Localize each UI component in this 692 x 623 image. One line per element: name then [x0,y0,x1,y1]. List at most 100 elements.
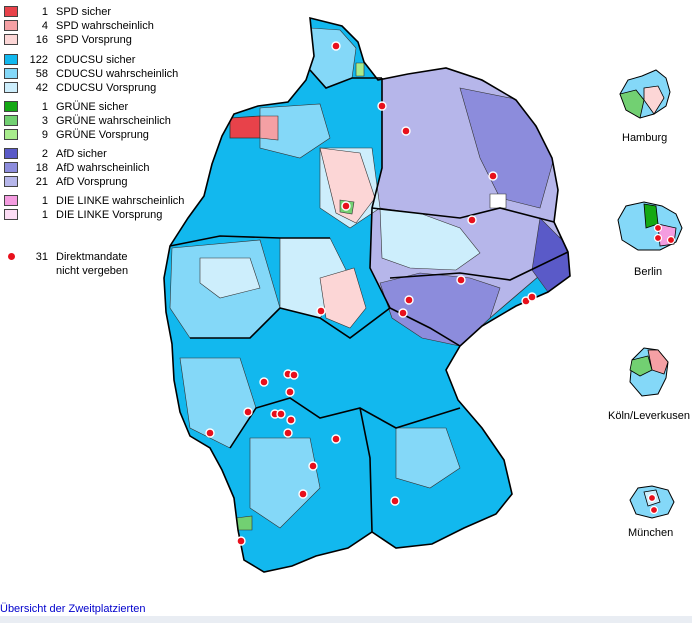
legend-label: CDUCSU sicher [56,54,136,66]
legend-label: GRÜNE sicher [56,101,129,113]
region-bw [249,437,321,529]
legend-label: AfD sicher [56,148,107,160]
legend-row-spd-wahrscheinlich: 4 SPD wahrscheinlich [4,19,214,33]
legend-count: 18 [35,162,48,174]
legend-swatch [4,68,18,79]
zweitplatzierte-link[interactable]: Übersicht der Zweitplatzierten [0,603,146,615]
legend-swatch [4,6,18,17]
red-dot-icon [653,233,663,243]
red-dot-icon [243,407,253,417]
legend-label: Direktmandate [56,251,128,263]
legend-count: 1 [41,6,48,18]
red-dot-icon [205,428,215,438]
inset-region [629,355,653,377]
legend-label: CDUCSU wahrscheinlich [56,68,179,80]
legend-row-gruene-vorsprung: 9 GRÜNE Vorsprung [4,128,214,142]
legend-swatch [4,34,18,45]
legend-label: AfD wahrscheinlich [56,162,150,174]
legend-count: 1 [41,101,48,113]
red-dot-icon [649,505,659,515]
legend-row-cducsu-sicher: 122 CDUCSU sicher [4,53,214,67]
red-dot-icon [289,370,299,380]
legend-swatch [4,115,18,126]
state-border-sachsen-anhalt [371,207,555,223]
legend-swatch [4,82,18,93]
red-dot-icon [283,428,293,438]
legend-swatch [4,54,18,65]
state-border-nrw-nds [169,235,330,247]
legend-label: CDUCSU Vorsprung [56,82,157,94]
legend-swatch [4,176,18,187]
legend-count: 2 [41,148,48,160]
red-dot-icon [653,223,663,233]
red-dot-icon [331,434,341,444]
red-dot-icon [467,215,477,225]
legend-count: 58 [35,68,48,80]
red-dot-icon [236,536,246,546]
red-dot-icon [259,377,269,387]
legend-swatch [4,209,18,220]
legend-count: 16 [35,34,48,46]
legend-row-linke-vorsprung: 1 DIE LINKE Vorsprung [4,208,214,222]
legend-swatch [4,20,18,31]
red-dot-icon [331,41,341,51]
legend-label: AfD Vorsprung [56,176,128,188]
legend-label: GRÜNE wahrscheinlich [56,115,171,127]
legend-swatch [4,162,18,173]
legend-row-spd-vorsprung: 16 SPD Vorsprung [4,33,214,47]
direktmandate-markers [205,41,537,546]
legend-swatch [4,148,18,159]
germany-constituency-map [163,17,571,573]
red-dot-icon [308,461,318,471]
legend-count: 3 [41,115,48,127]
region-cducsu-vorsprung-east [379,207,481,271]
legend-count: 4 [41,20,48,32]
legend-count: 9 [41,129,48,141]
red-dot-icon [666,235,676,245]
inset-title-koeln: Köln/Leverkusen [608,410,690,422]
red-dot-icon [341,201,351,211]
red-dot-icon [285,387,295,397]
legend-label: SPD Vorsprung [56,34,132,46]
legend-count: 1 [41,209,48,221]
region-spd-vorsprung-nds [319,147,376,224]
region-spd-wahrscheinlich [259,115,279,141]
inset-region [643,85,665,115]
legend-row-afd-wahrscheinlich: 18 AfD wahrscheinlich [4,161,214,175]
red-dot-icon [488,171,498,181]
legend-label: GRÜNE Vorsprung [56,129,149,141]
legend-label: SPD sicher [56,6,112,18]
legend-label: SPD wahrscheinlich [56,20,154,32]
inset-region [619,89,645,119]
legend-label-line2: nicht vergeben [56,265,129,277]
state-border-sh-mv [309,69,382,89]
inset-title-berlin: Berlin [634,266,663,278]
legend-swatch [4,129,18,140]
state-border-hessen-south [190,307,391,339]
legend-swatch [4,195,18,206]
state-boundaries [163,17,571,573]
legend-label: DIE LINKE Vorsprung [56,209,163,221]
inset-map-hamburg [619,69,671,119]
inset-title-muenchen: München [628,527,674,539]
legend-count: 1 [41,195,48,207]
inset-region [643,203,659,229]
red-dot-icon [401,126,411,136]
red-dot-icon [398,308,408,318]
red-dot-icon [8,253,15,260]
legend-label: DIE LINKE wahrscheinlich [56,195,185,207]
legend-row-cducsu-wahrscheinlich: 58 CDUCSU wahrscheinlich [4,67,214,81]
region-ruhr [199,257,261,299]
red-dot-icon [377,101,387,111]
bottom-bar [0,616,692,623]
legend-count: 42 [35,82,48,94]
red-dot-icon [527,292,537,302]
red-dot-icon [390,496,400,506]
red-dot-icon [456,275,466,285]
state-border-east-west [369,78,461,347]
region-gruene-north [355,62,365,77]
red-dot-icon [286,415,296,425]
red-dot-icon [298,489,308,499]
legend-row-gruene-sicher: 1 GRÜNE sicher [4,100,214,114]
legend-row-afd-vorsprung: 21 AfD Vorsprung [4,175,214,189]
